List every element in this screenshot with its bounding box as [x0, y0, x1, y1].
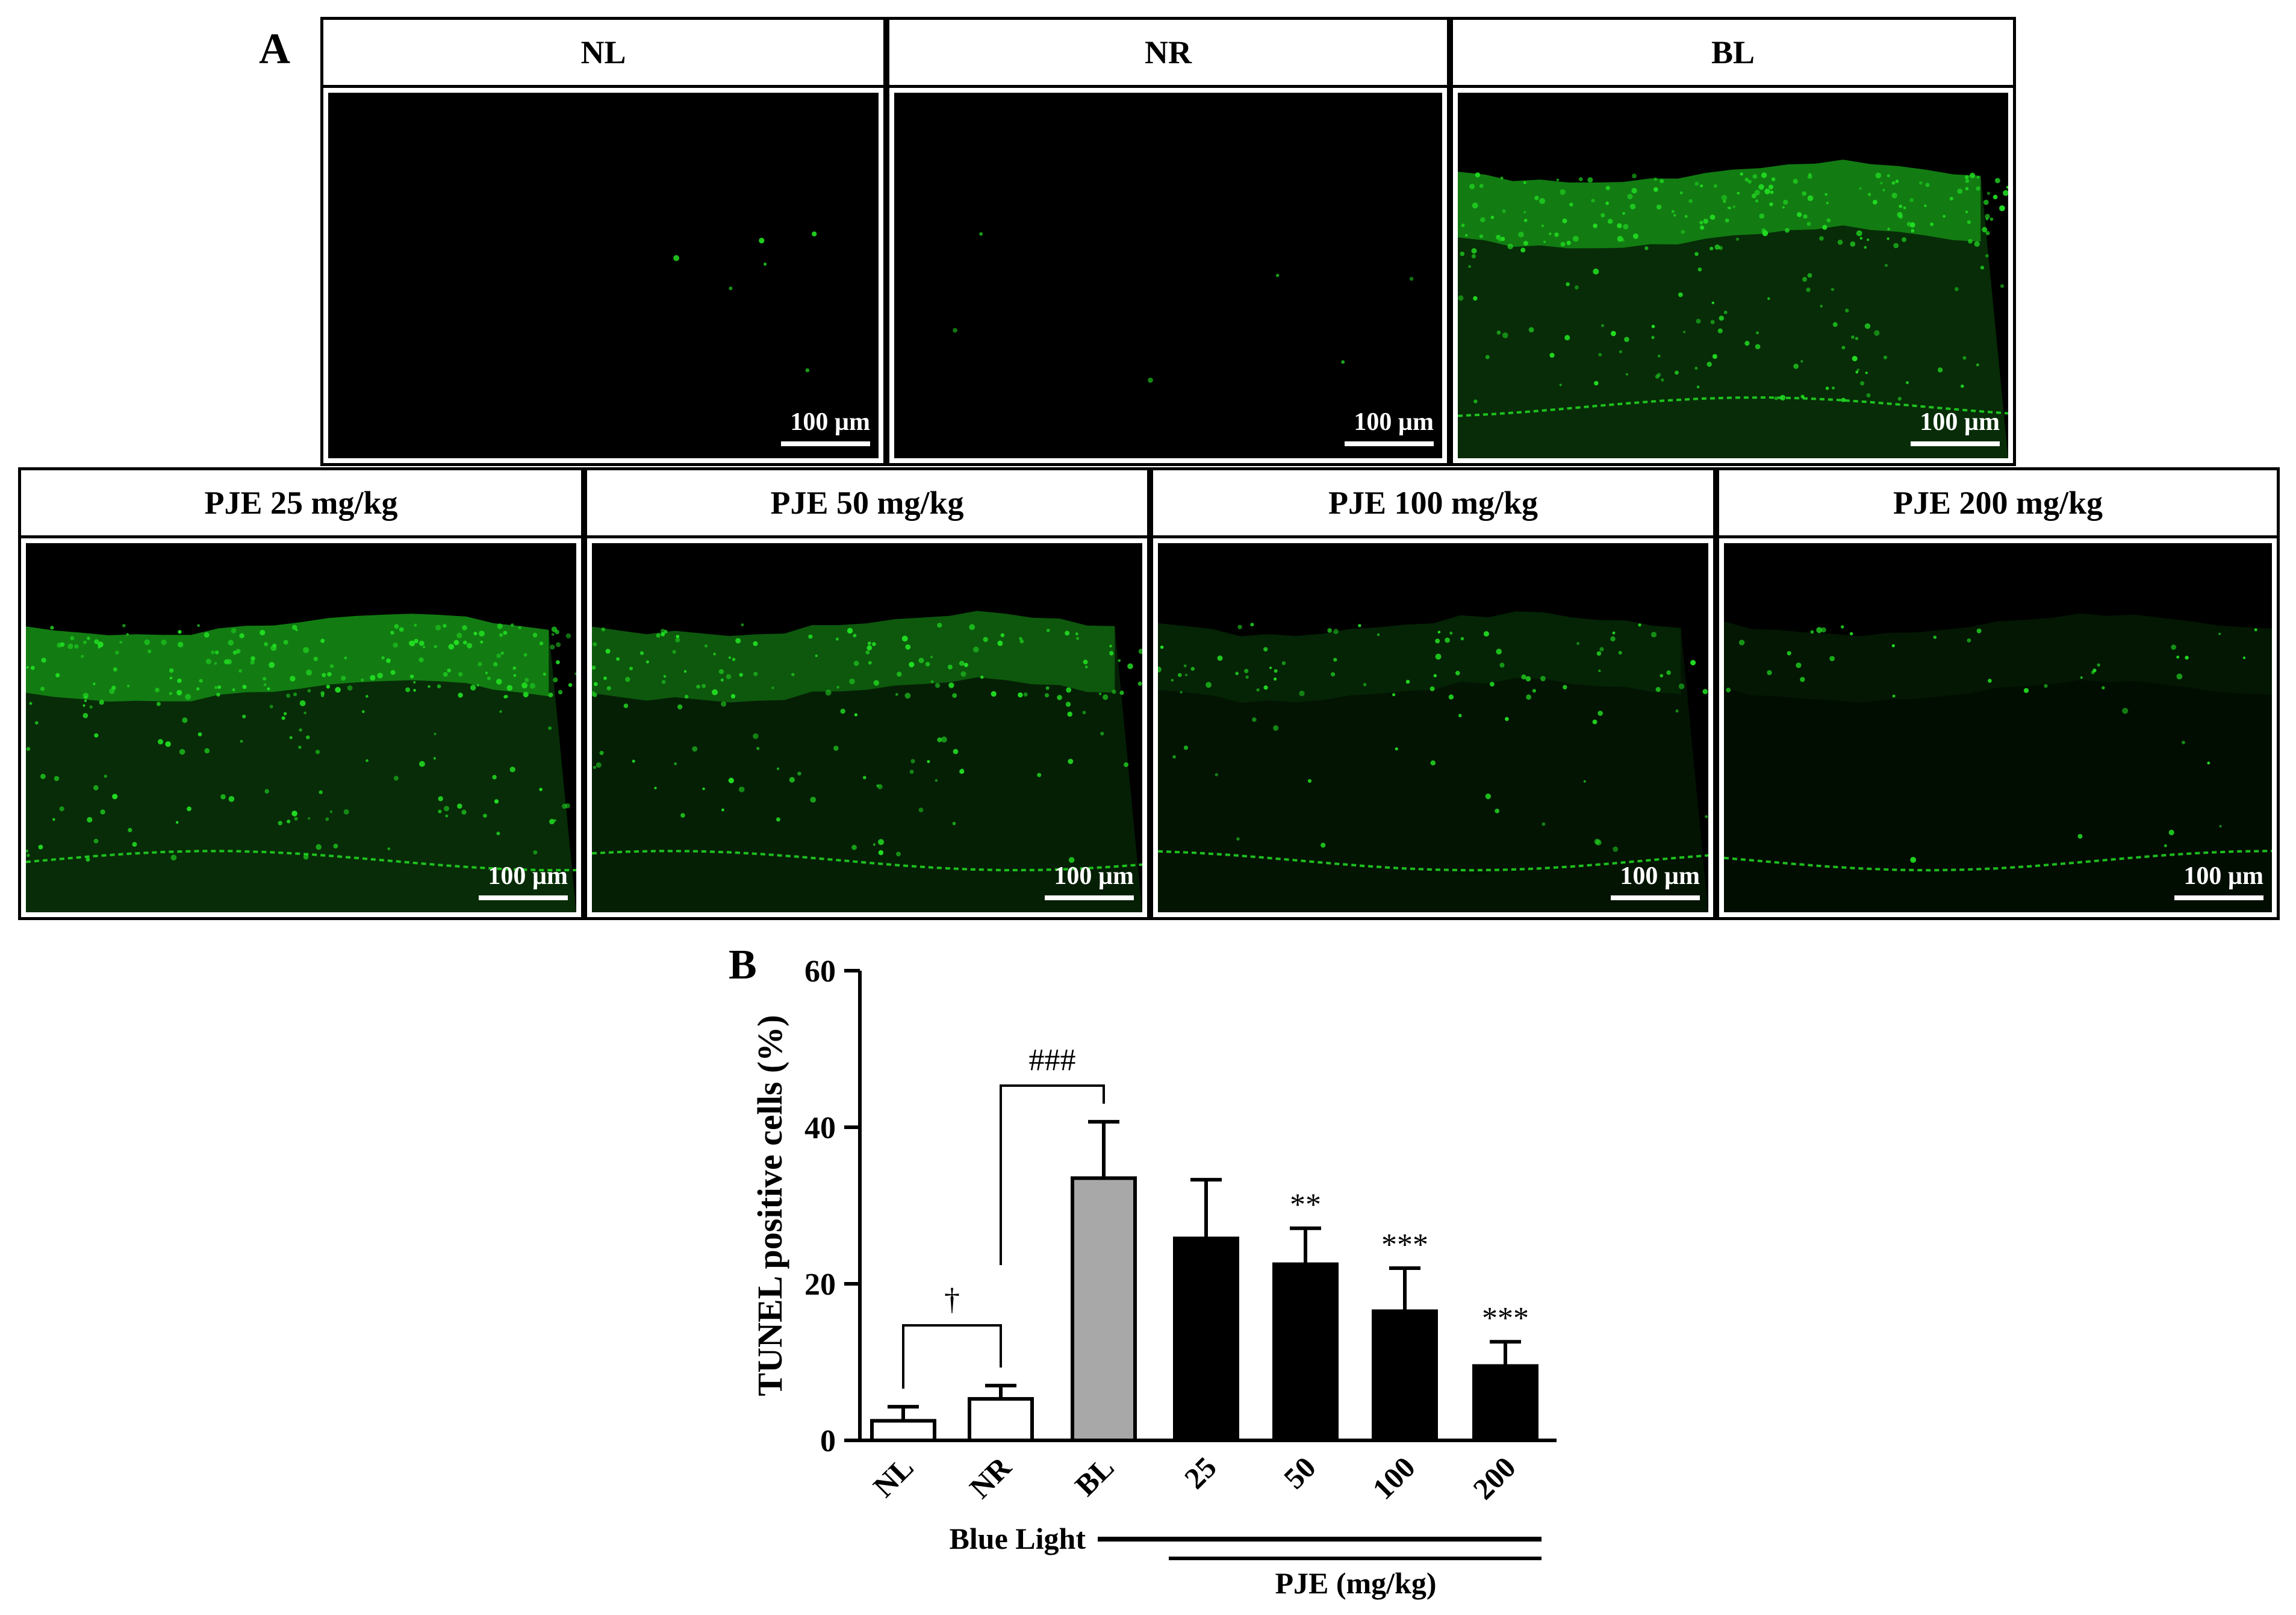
scale-bar-label: 100 µm — [488, 862, 568, 890]
significance-bracket — [902, 1324, 1002, 1389]
scale-bar-label: 100 µm — [2183, 862, 2263, 890]
micrograph-panel: PJE 100 mg/kg 100 µm — [1150, 467, 1716, 920]
scale-bar-label: 100 µm — [790, 408, 870, 436]
bar — [1372, 1309, 1438, 1442]
group-label: PJE (mg/kg) — [1275, 1566, 1436, 1600]
bar — [1173, 1236, 1239, 1443]
micrograph-panel: BL 100 µm — [1450, 17, 2016, 466]
panel-a-letter: A — [259, 25, 290, 73]
tunel-micrograph — [26, 543, 576, 912]
significance-bracket — [1000, 1084, 1105, 1265]
x-tick-label: 25 — [1178, 1450, 1223, 1495]
bar — [870, 1419, 936, 1442]
x-tick-label: 100 — [1366, 1450, 1422, 1506]
x-tick-label: 200 — [1466, 1450, 1522, 1506]
significance-label: *** — [1381, 1228, 1428, 1262]
scale-bar-label: 100 µm — [1620, 862, 1700, 890]
panel-title: PJE 100 mg/kg — [1153, 470, 1713, 538]
tunel-micrograph — [1458, 93, 2008, 458]
panel-title: NL — [323, 20, 883, 88]
y-tick-label: 0 — [820, 1424, 836, 1458]
bar — [1272, 1262, 1339, 1442]
scale-bar — [781, 441, 870, 446]
tunel-micrograph — [328, 93, 879, 458]
micrograph-panel: PJE 200 mg/kg 100 µm — [1716, 467, 2280, 920]
x-tick-label: 50 — [1277, 1450, 1322, 1495]
y-tick-label: 20 — [804, 1268, 836, 1302]
scale-bar-label: 100 µm — [1354, 408, 1434, 436]
scale-bar — [1045, 895, 1134, 900]
bracket-label: ### — [1029, 1043, 1076, 1077]
scale-bar — [1611, 895, 1700, 900]
scale-bar — [479, 895, 568, 900]
micrograph-panel: PJE 25 mg/kg 100 µm — [18, 467, 584, 920]
tunel-micrograph — [1158, 543, 1708, 912]
panel-title: PJE 200 mg/kg — [1719, 470, 2277, 538]
x-tick-label: NR — [963, 1450, 1018, 1505]
tunel-micrograph — [592, 543, 1142, 912]
significance-label: *** — [1482, 1301, 1529, 1336]
panel-title: NR — [889, 20, 1447, 88]
significance-label: ** — [1290, 1188, 1321, 1222]
micrograph-panel: PJE 50 mg/kg 100 µm — [584, 467, 1150, 920]
scale-bar — [1911, 441, 2000, 446]
group-label: Blue Light — [950, 1522, 1086, 1555]
scale-bar — [1345, 441, 1434, 446]
scale-bar-label: 100 µm — [1054, 862, 1134, 890]
panel-title: PJE 25 mg/kg — [21, 470, 581, 538]
x-tick-label: NL — [866, 1450, 920, 1504]
y-tick-label: 60 — [804, 954, 836, 989]
bar — [1071, 1176, 1137, 1442]
panel-title: PJE 50 mg/kg — [587, 470, 1147, 538]
micrograph-panel: NL 100 µm — [320, 17, 886, 466]
bracket-label: † — [944, 1283, 960, 1317]
bar — [1472, 1364, 1538, 1442]
x-tick-label: BL — [1068, 1450, 1121, 1502]
tunel-micrograph — [894, 93, 1442, 458]
scale-bar — [2174, 895, 2263, 900]
tunel-micrograph — [1724, 543, 2272, 912]
y-tick-label: 40 — [804, 1111, 836, 1145]
bar — [968, 1397, 1034, 1443]
panel-title: BL — [1453, 20, 2013, 88]
y-axis-label: TUNEL positive cells (%) — [750, 1015, 789, 1396]
panel-b-letter: B — [729, 942, 757, 988]
scale-bar-label: 100 µm — [1920, 408, 2000, 436]
micrograph-panel: NR 100 µm — [886, 17, 1450, 466]
